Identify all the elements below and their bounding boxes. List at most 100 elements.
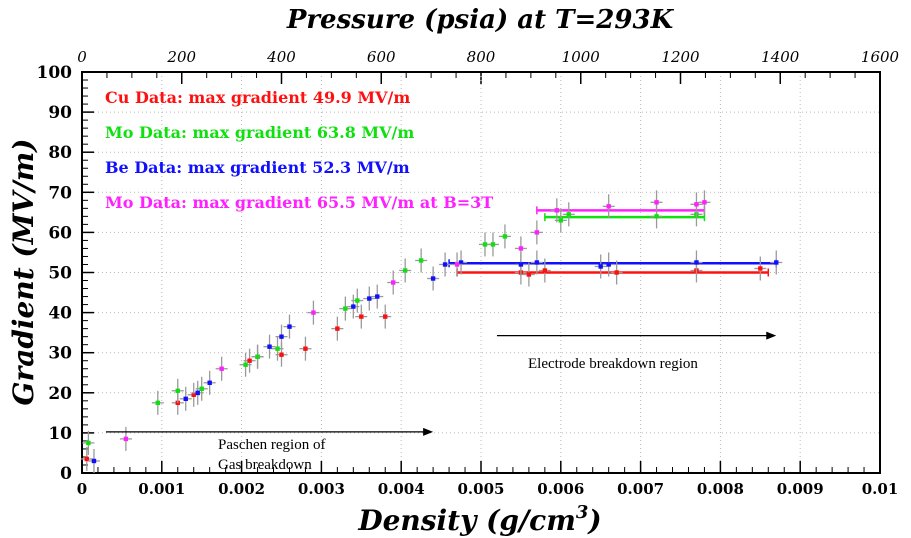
data-point bbox=[598, 264, 603, 269]
top-axis: 0 200 400 600 800 1000 1200 1400 1600 bbox=[77, 48, 900, 84]
data-point bbox=[375, 294, 380, 299]
y-tick-label: 10 bbox=[48, 424, 72, 444]
data-point bbox=[454, 262, 460, 267]
y-tick-label: 20 bbox=[48, 384, 72, 404]
data-point bbox=[287, 324, 292, 329]
x-tick-label: 0.007 bbox=[617, 480, 664, 498]
x-tick-label: 0.01 bbox=[862, 480, 899, 498]
span-lines bbox=[448, 206, 778, 277]
data-point bbox=[155, 400, 161, 406]
data-point bbox=[774, 260, 779, 265]
legend-entry: Mo Data: max gradient 65.5 MV/m at B=3T bbox=[105, 193, 493, 212]
y-tick-label: 80 bbox=[48, 143, 72, 163]
y-tick-label: 30 bbox=[48, 344, 72, 364]
data-point bbox=[702, 200, 707, 205]
top-tick-label: 1600 bbox=[861, 48, 900, 66]
y-tick-label: 40 bbox=[48, 304, 72, 324]
y-axis: 0 10 20 30 40 50 60 70 80 90 100 bbox=[37, 63, 94, 484]
top-tick-label: 0 bbox=[77, 48, 87, 66]
data-point bbox=[359, 314, 364, 319]
data-point bbox=[279, 352, 284, 357]
data-point bbox=[418, 258, 424, 263]
data-point bbox=[219, 366, 224, 371]
data-point bbox=[355, 298, 360, 303]
paschen-label: Gas breakdown bbox=[218, 457, 312, 473]
x-axis-label: Density (g/cm3) bbox=[357, 502, 601, 537]
legend-entry: Mo Data: max gradient 63.8 MV/m bbox=[105, 123, 414, 142]
x-tick-label: 0 bbox=[77, 480, 87, 498]
data-point bbox=[243, 362, 248, 367]
data-point bbox=[554, 208, 560, 213]
data-point bbox=[490, 242, 496, 247]
data-point bbox=[654, 200, 659, 205]
data-point bbox=[694, 260, 699, 265]
data-point bbox=[534, 260, 540, 265]
y-tick-label: 60 bbox=[48, 223, 72, 243]
data-point bbox=[430, 276, 436, 281]
legend-entry: Be Data: max gradient 52.3 MV/m bbox=[105, 158, 410, 177]
data-point bbox=[207, 380, 212, 385]
legend: Cu Data: max gradient 49.9 MV/m Mo Data: … bbox=[105, 88, 493, 212]
top-tick-label: 200 bbox=[166, 48, 196, 66]
data-point bbox=[614, 270, 619, 275]
data-point bbox=[694, 202, 699, 207]
data-point bbox=[247, 358, 252, 363]
data-point bbox=[255, 354, 260, 359]
data-point bbox=[351, 304, 356, 309]
x-axis-label-tail: ) bbox=[586, 504, 601, 537]
data-point bbox=[606, 204, 611, 209]
x-axis-label-main: Density (g/cm bbox=[357, 504, 576, 537]
x-tick-label: 0.001 bbox=[138, 480, 185, 498]
data-point bbox=[654, 214, 659, 219]
data-point bbox=[183, 396, 188, 402]
x-tick-label: 0.005 bbox=[458, 480, 505, 498]
data-point bbox=[311, 310, 316, 315]
data-point bbox=[534, 230, 540, 235]
top-tick-label: 800 bbox=[467, 48, 496, 66]
x-axis-label-superscript: 3 bbox=[576, 502, 589, 523]
data-point bbox=[86, 440, 91, 446]
data-point bbox=[367, 296, 372, 301]
paschen-label: Paschen region of bbox=[218, 437, 325, 453]
data-point bbox=[526, 272, 532, 277]
data-point bbox=[279, 334, 284, 339]
data-point bbox=[502, 234, 508, 239]
data-point bbox=[542, 268, 548, 273]
data-point bbox=[91, 458, 97, 464]
chart-title: Pressure (psia) at T=293K bbox=[286, 5, 675, 35]
data-point bbox=[482, 242, 488, 247]
y-axis-label: Gradient (MV/m) bbox=[7, 139, 40, 406]
y-tick-label: 100 bbox=[37, 63, 73, 83]
x-tick-label: 0.003 bbox=[298, 480, 345, 498]
data-point bbox=[758, 266, 763, 271]
data-point bbox=[343, 306, 348, 311]
data-point bbox=[383, 314, 388, 319]
top-tick-label: 1000 bbox=[562, 48, 601, 66]
y-tick-label: 0 bbox=[60, 464, 72, 484]
data-point bbox=[267, 344, 272, 349]
top-tick-label: 1400 bbox=[761, 48, 800, 66]
x-tick-label: 0.002 bbox=[218, 480, 265, 498]
data-point bbox=[518, 246, 524, 251]
x-tick-label: 0.004 bbox=[378, 480, 425, 498]
paschen-arrow-head bbox=[423, 427, 434, 436]
data-point bbox=[558, 218, 563, 223]
electrode-label: Electrode breakdown region bbox=[528, 356, 698, 372]
data-point bbox=[191, 392, 196, 398]
data-point bbox=[606, 262, 611, 267]
data-point bbox=[442, 262, 448, 267]
annotations: Paschen region of Gas breakdown Electrode … bbox=[105, 331, 777, 473]
y-tick-label: 90 bbox=[48, 103, 72, 123]
data-point bbox=[175, 388, 180, 393]
data-point bbox=[458, 260, 464, 265]
top-tick-label: 400 bbox=[266, 48, 296, 66]
electrode-arrow-head bbox=[766, 331, 777, 340]
data-point bbox=[402, 268, 408, 273]
data-point bbox=[195, 390, 200, 395]
y-tick-label: 50 bbox=[48, 264, 72, 284]
data-point bbox=[123, 436, 129, 442]
top-tick-label: 1200 bbox=[661, 48, 700, 66]
data-point bbox=[335, 326, 340, 331]
data-point bbox=[303, 346, 308, 351]
